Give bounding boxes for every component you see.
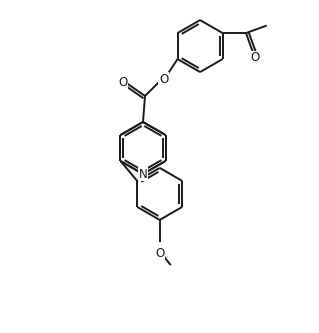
- Text: O: O: [250, 51, 259, 64]
- Text: O: O: [118, 76, 128, 89]
- Text: O: O: [159, 73, 168, 86]
- Text: N: N: [139, 167, 147, 180]
- Text: O: O: [155, 247, 164, 260]
